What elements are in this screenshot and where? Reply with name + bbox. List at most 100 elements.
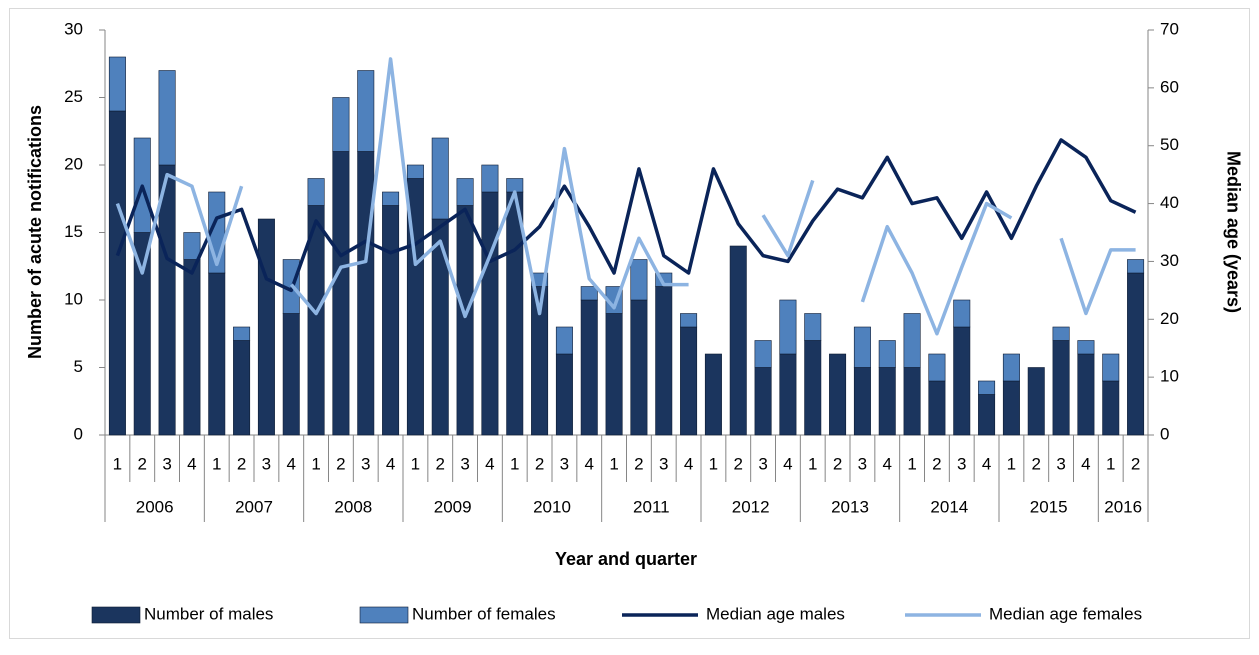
bar — [555, 326, 573, 355]
bar — [878, 367, 896, 436]
x-tick-label: 3 — [957, 454, 966, 473]
x-tick-label: 3 — [659, 454, 668, 473]
x-group-label: 2008 — [334, 497, 372, 516]
bar — [555, 353, 573, 436]
bar — [233, 326, 251, 341]
y-tick-label: 10 — [64, 289, 83, 308]
bar — [903, 367, 921, 436]
legend-swatch — [91, 606, 141, 624]
bar — [605, 313, 623, 436]
x-tick-label: 4 — [287, 454, 296, 473]
bar — [655, 286, 673, 436]
x-tick-label: 4 — [783, 454, 792, 473]
x-tick-label: 2 — [1032, 454, 1041, 473]
bar — [1102, 353, 1120, 382]
x-tick-label: 3 — [162, 454, 171, 473]
bar — [1127, 272, 1145, 436]
bar — [1127, 259, 1145, 274]
x-tick-label: 1 — [1106, 454, 1115, 473]
line — [115, 57, 1136, 336]
bar — [506, 178, 524, 193]
x-tick-label: 4 — [485, 454, 494, 473]
x-tick-label: 2 — [237, 454, 246, 473]
y2-tick-label: 60 — [1160, 77, 1179, 96]
x-tick-label: 4 — [883, 454, 892, 473]
x-tick-label: 1 — [113, 454, 122, 473]
x-tick-label: 4 — [684, 454, 693, 473]
bar — [431, 218, 449, 436]
bar — [1052, 326, 1070, 341]
x-group-label: 2009 — [434, 497, 472, 516]
bar — [108, 110, 126, 436]
y-tick-label: 5 — [74, 357, 83, 376]
x-tick-label: 2 — [336, 454, 345, 473]
bar — [928, 380, 946, 436]
x-tick-label: 1 — [311, 454, 320, 473]
bar — [630, 259, 648, 301]
y2-tick-label: 70 — [1160, 19, 1179, 38]
x-tick-label: 2 — [634, 454, 643, 473]
x-group-label: 2014 — [930, 497, 968, 516]
bar — [406, 164, 424, 179]
x-tick-label: 4 — [1081, 454, 1090, 473]
bar — [580, 299, 598, 436]
x-tick-label: 2 — [138, 454, 147, 473]
bar — [1102, 380, 1120, 436]
x-axis-title: Year and quarter — [555, 549, 697, 569]
y2-axis-title: Median age (years) — [1223, 151, 1243, 313]
bar — [357, 151, 375, 436]
x-group-label: 2011 — [633, 497, 670, 516]
bar — [332, 151, 350, 436]
bar — [978, 380, 996, 395]
bar — [680, 326, 698, 436]
x-tick-label: 1 — [907, 454, 916, 473]
bar — [804, 340, 822, 436]
y-tick-label: 25 — [64, 87, 83, 106]
bar — [978, 394, 996, 436]
bar — [680, 313, 698, 328]
legend-label: Number of females — [412, 604, 556, 623]
y-tick-label: 20 — [64, 154, 83, 173]
bar — [704, 353, 722, 436]
bar — [456, 205, 474, 436]
y-tick-label: 30 — [64, 19, 83, 38]
bar — [282, 313, 300, 436]
x-group-label: 2015 — [1030, 497, 1068, 516]
bar — [481, 164, 499, 193]
x-tick-label: 3 — [262, 454, 271, 473]
x-tick-label: 3 — [460, 454, 469, 473]
x-tick-label: 1 — [609, 454, 618, 473]
y2-tick-label: 20 — [1160, 309, 1179, 328]
x-group-label: 2010 — [533, 497, 571, 516]
bar — [779, 353, 797, 436]
x-tick-label: 3 — [361, 454, 370, 473]
bar — [382, 205, 400, 436]
x-tick-label: 3 — [560, 454, 569, 473]
bar — [133, 232, 151, 436]
bar — [1077, 353, 1095, 436]
bar — [456, 178, 474, 206]
bar — [754, 340, 772, 368]
x-tick-label: 1 — [212, 454, 221, 473]
bar — [804, 313, 822, 341]
bar — [953, 326, 971, 436]
x-tick-label: 2 — [833, 454, 842, 473]
bar — [183, 232, 201, 260]
x-tick-label: 4 — [187, 454, 196, 473]
bar — [1027, 367, 1045, 436]
x-tick-label: 1 — [1007, 454, 1016, 473]
y-tick-label: 0 — [74, 424, 83, 443]
x-group-label: 2016 — [1104, 497, 1142, 516]
bar — [158, 164, 176, 436]
x-tick-label: 3 — [858, 454, 867, 473]
y2-tick-label: 0 — [1160, 424, 1169, 443]
bar — [233, 340, 251, 436]
bar — [307, 178, 325, 206]
x-tick-label: 3 — [758, 454, 767, 473]
x-group-label: 2007 — [235, 497, 273, 516]
bar — [481, 191, 499, 436]
x-group-label: 2012 — [732, 497, 770, 516]
bar — [108, 56, 126, 112]
y2-tick-label: 30 — [1160, 251, 1179, 270]
bar — [257, 218, 275, 436]
